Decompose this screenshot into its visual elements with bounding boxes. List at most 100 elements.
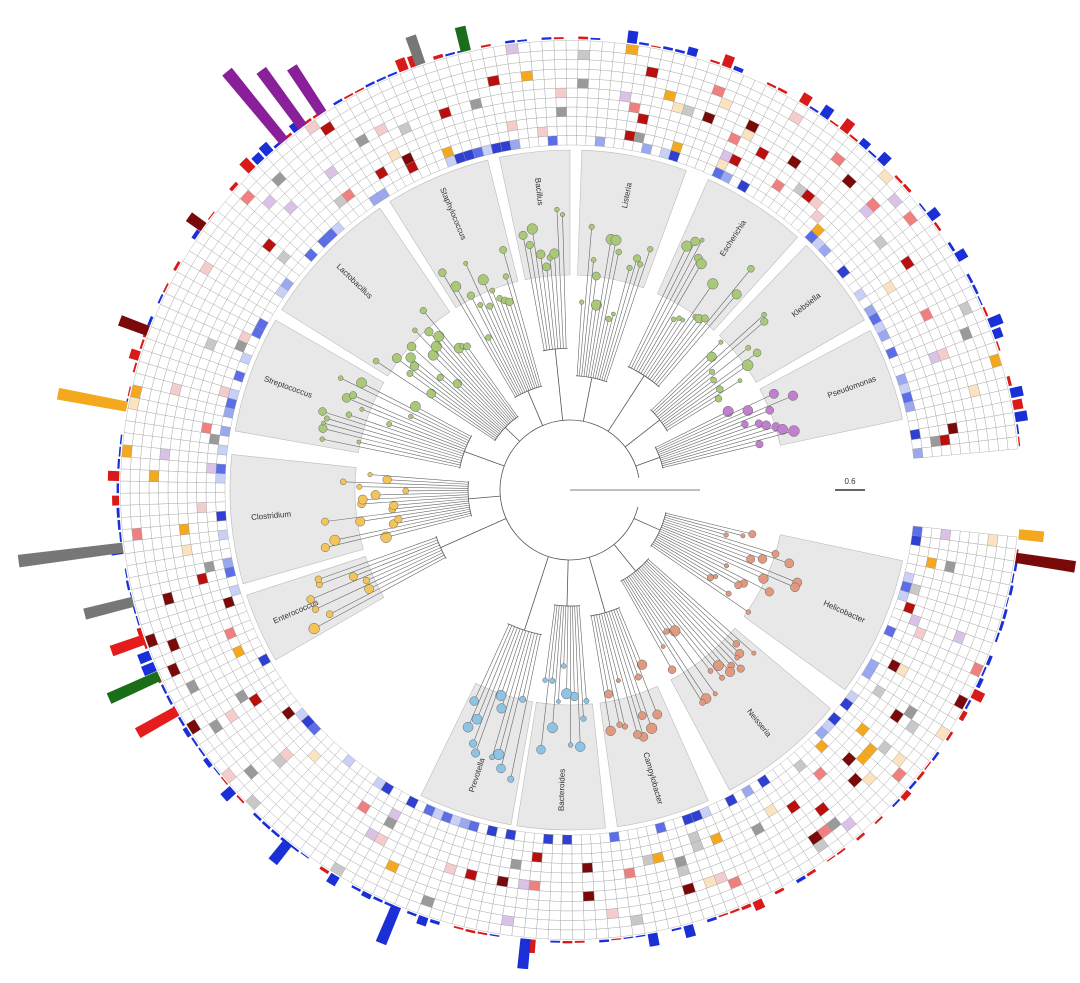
heatmap-cell	[587, 97, 599, 109]
heatmap-cell	[498, 131, 510, 143]
branch	[659, 423, 759, 459]
branch	[651, 545, 749, 613]
heatmap-cell	[532, 842, 544, 854]
heatmap-cell	[167, 481, 178, 493]
heatmap-cell	[627, 895, 641, 908]
outer-bar	[222, 67, 289, 145]
leaf	[345, 411, 353, 418]
heatmap-cell	[610, 70, 624, 82]
branch	[393, 498, 469, 506]
branch	[459, 435, 473, 469]
branch	[632, 573, 676, 632]
heatmap-cell	[525, 908, 539, 920]
heatmap-cell	[170, 534, 182, 548]
branch	[653, 318, 706, 383]
branch	[590, 240, 617, 378]
branch	[618, 607, 643, 665]
heatmap-cell	[566, 116, 578, 127]
leaf	[714, 394, 723, 403]
heatmap-cell	[512, 90, 525, 102]
outer-bar	[453, 925, 464, 930]
outer-bar	[416, 915, 429, 927]
outer-bar	[454, 25, 471, 53]
branch	[658, 294, 737, 387]
heatmap-cell	[534, 98, 547, 109]
heatmap-cell	[509, 138, 521, 151]
heatmap-cell	[576, 97, 588, 108]
heatmap-cell	[220, 547, 232, 560]
heatmap-cell	[522, 841, 534, 853]
heatmap-cell	[499, 856, 512, 869]
heatmap-cell	[630, 914, 644, 926]
heatmap-cell	[507, 129, 520, 141]
leaf	[438, 268, 447, 277]
leaf	[391, 353, 402, 364]
heatmap-cell	[139, 469, 150, 482]
heatmap-cell	[196, 462, 208, 474]
branch	[654, 314, 765, 414]
leaf	[706, 351, 717, 362]
branch	[409, 373, 498, 438]
branch	[362, 494, 469, 500]
leaf	[339, 478, 347, 486]
branch	[621, 580, 673, 670]
heatmap-cell	[177, 481, 188, 493]
heatmap-cell	[171, 427, 183, 440]
heatmap-cell	[502, 905, 516, 918]
heatmap-cell	[535, 928, 549, 940]
heatmap-cell	[593, 890, 606, 901]
heatmap-cell	[217, 444, 229, 456]
leaf	[507, 775, 515, 783]
heatmap-cell	[616, 897, 630, 909]
leaf	[319, 436, 325, 442]
heatmap-cell	[975, 417, 987, 431]
branch	[554, 348, 564, 421]
heatmap-cell	[518, 51, 532, 63]
branch	[324, 502, 469, 522]
heatmap-cell	[187, 451, 199, 463]
heatmap-cell	[572, 920, 585, 931]
heatmap-cell	[131, 527, 143, 541]
heatmap-cell	[159, 514, 170, 527]
branch	[440, 518, 507, 548]
heatmap-cell	[554, 68, 567, 79]
heatmap-cell	[582, 891, 595, 902]
branch	[598, 614, 626, 727]
heatmap-cell	[601, 41, 615, 53]
heatmap-cell	[940, 528, 952, 541]
branch	[492, 290, 532, 390]
branch	[385, 515, 472, 538]
heatmap-cell	[609, 840, 622, 852]
outer-bar	[135, 615, 140, 626]
branch	[476, 626, 515, 720]
leaf	[463, 260, 469, 266]
heatmap-cell	[514, 109, 527, 121]
heatmap-cell	[149, 503, 160, 516]
leaf	[308, 623, 320, 635]
outer-bar	[137, 650, 153, 665]
branch	[652, 543, 729, 594]
outer-bar	[590, 37, 601, 41]
heatmap-cell	[619, 925, 634, 937]
heatmap-cell	[216, 453, 227, 465]
heatmap-cell	[554, 59, 567, 70]
leaf	[725, 666, 736, 677]
heatmap-cell	[150, 526, 162, 539]
heatmap-cell	[920, 436, 932, 449]
heatmap-cell	[978, 439, 990, 453]
branch	[498, 632, 532, 755]
heatmap-cell	[130, 504, 141, 518]
branch	[578, 605, 587, 701]
leaf	[502, 273, 509, 280]
leaf	[724, 563, 730, 569]
tree	[306, 206, 803, 783]
heatmap-cell	[624, 876, 638, 889]
outer-bar	[975, 677, 984, 689]
heatmap-cell	[561, 882, 573, 893]
heatmap-cell	[599, 69, 613, 81]
branch	[500, 629, 524, 696]
outer-bar	[991, 327, 1004, 340]
branch	[664, 388, 721, 427]
heatmap-cell	[549, 891, 562, 902]
heatmap-cell	[168, 449, 180, 462]
